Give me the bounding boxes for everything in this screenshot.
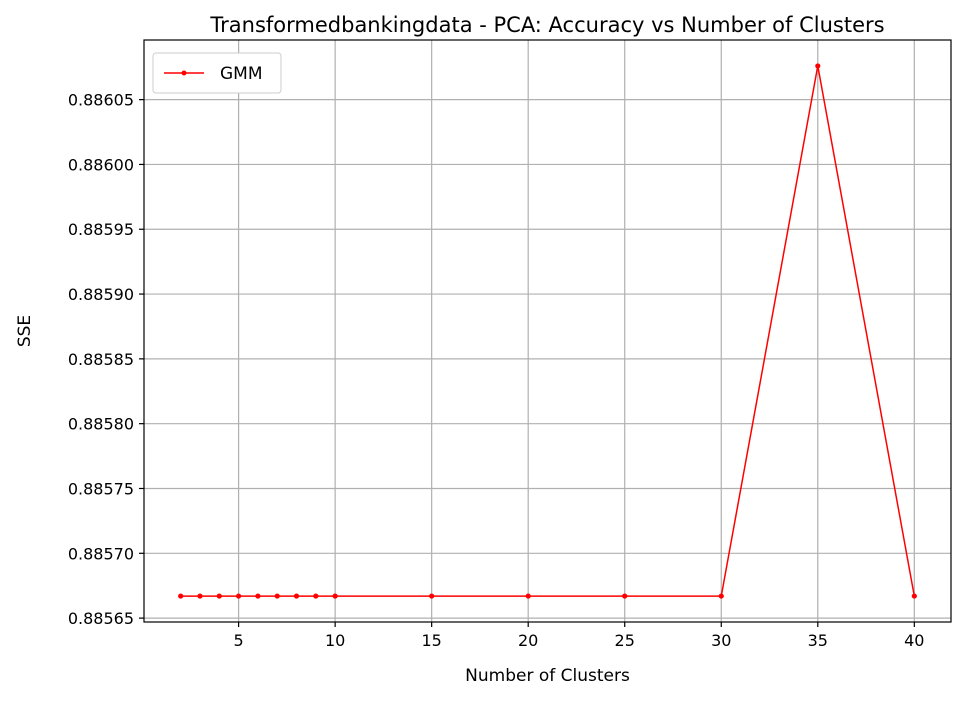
data-point — [216, 593, 222, 599]
axis-ticks: 5 10 15 20 25 30 35 40 0.88565 0.88570 0.88575 0.88… — [68, 91, 925, 650]
data-point — [293, 593, 300, 599]
y-tick-label: 0.88575 — [68, 479, 134, 498]
data-point — [255, 593, 261, 599]
data-point — [622, 593, 628, 599]
data-point — [178, 593, 184, 599]
chart-title: Transformedbankingdata - PCA: Accuracy v… — [209, 13, 884, 37]
x-tick-label: 10 — [325, 631, 345, 650]
data-point — [274, 593, 280, 599]
data-point — [815, 63, 821, 69]
x-tick-label: 35 — [808, 631, 828, 650]
x-tick-label: 15 — [421, 631, 441, 650]
y-tick-label: 0.88585 — [68, 350, 134, 369]
y-tick-label: 0.88600 — [68, 155, 134, 174]
y-axis-label: SSE — [15, 315, 35, 347]
y-tick-label: 0.88565 — [68, 609, 134, 628]
data-point — [718, 593, 724, 599]
y-tick-label: 0.88590 — [68, 285, 134, 304]
data-point — [313, 593, 319, 599]
x-tick-label: 20 — [518, 631, 538, 650]
x-tick-label: 40 — [904, 631, 924, 650]
legend: GMM — [152, 52, 282, 94]
data-point — [429, 593, 435, 599]
y-tick-label: 0.88570 — [68, 544, 134, 563]
data-point — [332, 593, 338, 599]
series-layer — [178, 63, 917, 599]
data-point — [197, 593, 203, 599]
x-tick-label: 30 — [711, 631, 731, 650]
grid — [144, 40, 951, 622]
y-tick-label: 0.88605 — [68, 91, 134, 110]
legend-label-gmm: GMM — [220, 64, 263, 84]
series-line-gmm — [180, 65, 916, 597]
x-axis-label: Number of Clusters — [465, 666, 630, 686]
y-tick-label: 0.88595 — [68, 220, 134, 239]
data-point — [525, 593, 531, 599]
legend-box — [152, 52, 282, 94]
data-point — [236, 593, 242, 599]
x-tick-label: 5 — [234, 631, 244, 650]
y-tick-label: 0.88580 — [68, 415, 134, 434]
plot-frame — [143, 39, 952, 623]
x-tick-label: 25 — [615, 631, 635, 650]
data-point — [911, 593, 917, 599]
legend-marker — [181, 70, 187, 76]
